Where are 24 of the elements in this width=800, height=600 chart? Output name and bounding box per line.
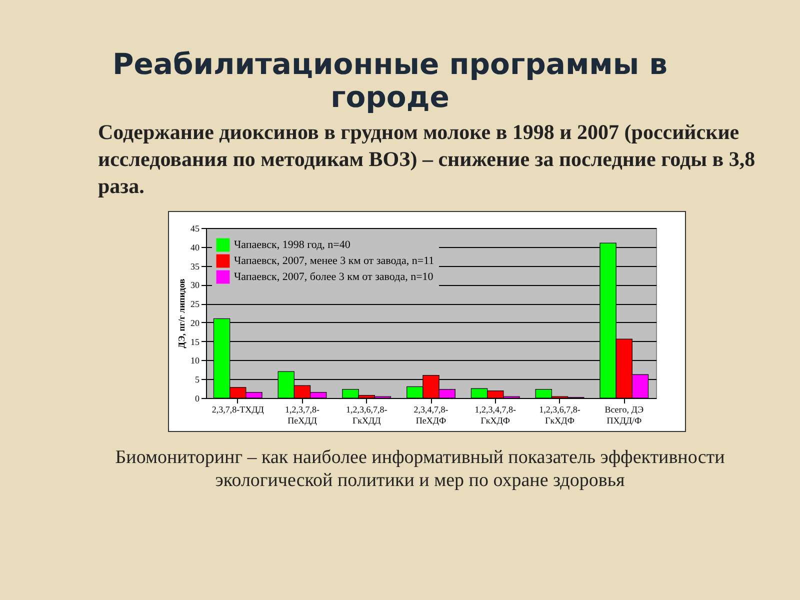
- legend-label: Чапаевск, 1998 год, n=40: [234, 238, 351, 251]
- y-tick-label: 5: [195, 374, 200, 384]
- y-tick-label: 15: [190, 336, 200, 346]
- x-tick-label: 1,2,3,6,7,8-ГкХДД: [346, 404, 388, 426]
- y-tick-label: 45: [190, 223, 200, 234]
- text: Биомониторинг – как наиболее информативный показатель эффективности экологической политики и мер по охране здоровья: [114, 446, 726, 494]
- x-tick-label: 1,2,3,4,7,8-ГкХДФ: [474, 404, 516, 426]
- y-tick-label: 25: [190, 298, 200, 309]
- chart-subtitle: Содержание диоксинов в грудном молоке в 1998 и 2007 (российские исследования по методикам ВОЗ) – снижение за последние годы в 3,8 раза.: [98, 118, 756, 200]
- y-tick-label: 0: [195, 393, 200, 404]
- x-tick-label: 1,2,3,7,8-ПеХДД: [284, 404, 320, 426]
- y-tick-label: 20: [190, 318, 200, 328]
- legend-label: Чапаевск, 2007, менее 3 км от завода, n=11: [234, 254, 434, 267]
- y-tick-label: 40: [190, 242, 200, 252]
- x-tick-label: 2,3,4,7,8-ПеХДФ: [414, 404, 448, 426]
- legend-label: Чапаевск, 2007, более 3 км от завода, n=10: [234, 270, 434, 283]
- x-tick-label: 1,2,3,6,7,8-ГкХДФ: [539, 404, 580, 426]
- y-tick-label: 10: [190, 355, 200, 366]
- y-tick-label: 30: [190, 280, 200, 290]
- x-tick-label: 2,3,7,8-ТХДД: [212, 404, 264, 414]
- x-tick-label: Всего, ДЭ ПХДД/Ф: [604, 404, 644, 426]
- y-axis-title: ДЭ, пг/г липидов: [176, 278, 186, 348]
- chart-title: Реабилитационные программы в городе: [111, 46, 669, 115]
- y-tick-label: 35: [190, 260, 200, 271]
